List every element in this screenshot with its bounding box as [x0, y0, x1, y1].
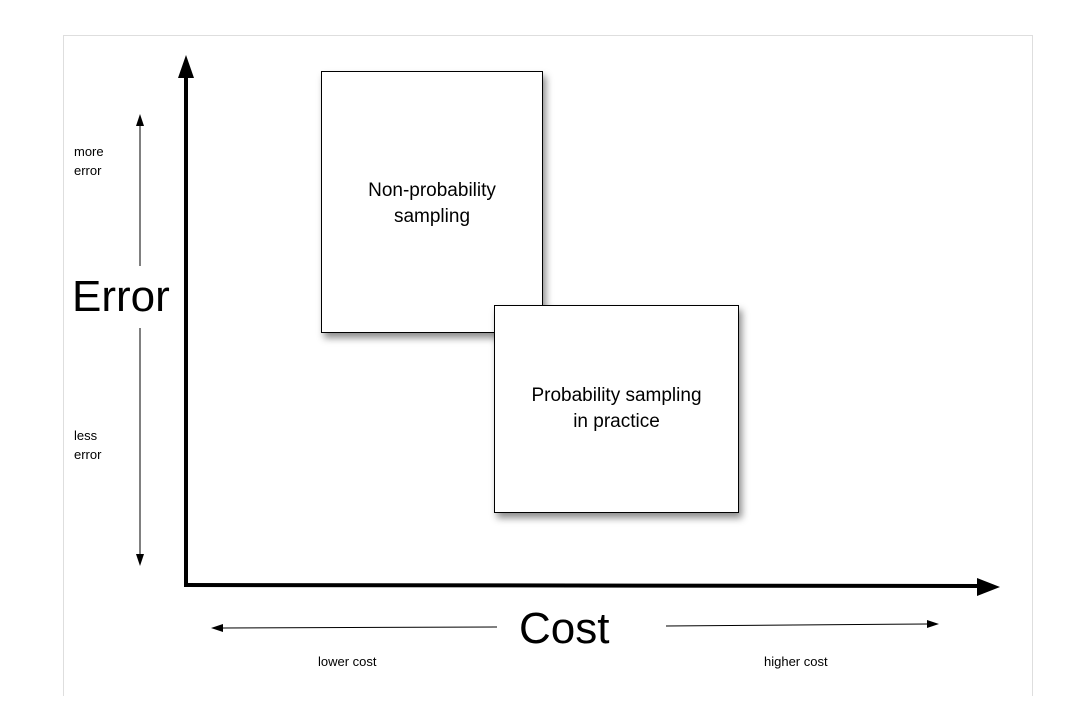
- error-scale-up-arrowhead: [136, 114, 144, 126]
- lower-cost-label: lower cost: [318, 654, 377, 669]
- cost-scale-left-arrowhead: [211, 624, 223, 632]
- box-line: Non-probability: [368, 180, 496, 201]
- probability-sampling-box: Probability sampling in practice: [494, 305, 739, 513]
- x-axis-arrowhead: [977, 578, 1000, 596]
- error-scale-down-arrowhead: [136, 554, 144, 566]
- non-probability-sampling-box: Non-probability sampling: [321, 71, 543, 333]
- more-error-text: more error: [74, 144, 104, 178]
- box-line: sampling: [393, 206, 471, 227]
- more-error-label: more error: [74, 142, 124, 180]
- cost-scale-right-arrowhead: [927, 620, 939, 628]
- higher-cost-label: higher cost: [764, 654, 828, 669]
- y-axis-title: Error: [72, 272, 170, 321]
- x-axis-title: Cost: [519, 604, 610, 653]
- x-axis-line: [183, 583, 983, 588]
- non-probability-sampling-text: Non-probability sampling: [368, 178, 496, 230]
- less-error-label: less error: [74, 426, 124, 464]
- y-axis-arrowhead: [178, 55, 194, 78]
- probability-sampling-text: Probability sampling in practice: [531, 383, 701, 435]
- cost-scale-left-line: [221, 626, 498, 629]
- less-error-text: less error: [74, 428, 102, 462]
- box-line: in practice: [573, 411, 660, 432]
- cost-scale-right-line: [665, 623, 929, 627]
- box-line: Probability sampling: [531, 385, 702, 406]
